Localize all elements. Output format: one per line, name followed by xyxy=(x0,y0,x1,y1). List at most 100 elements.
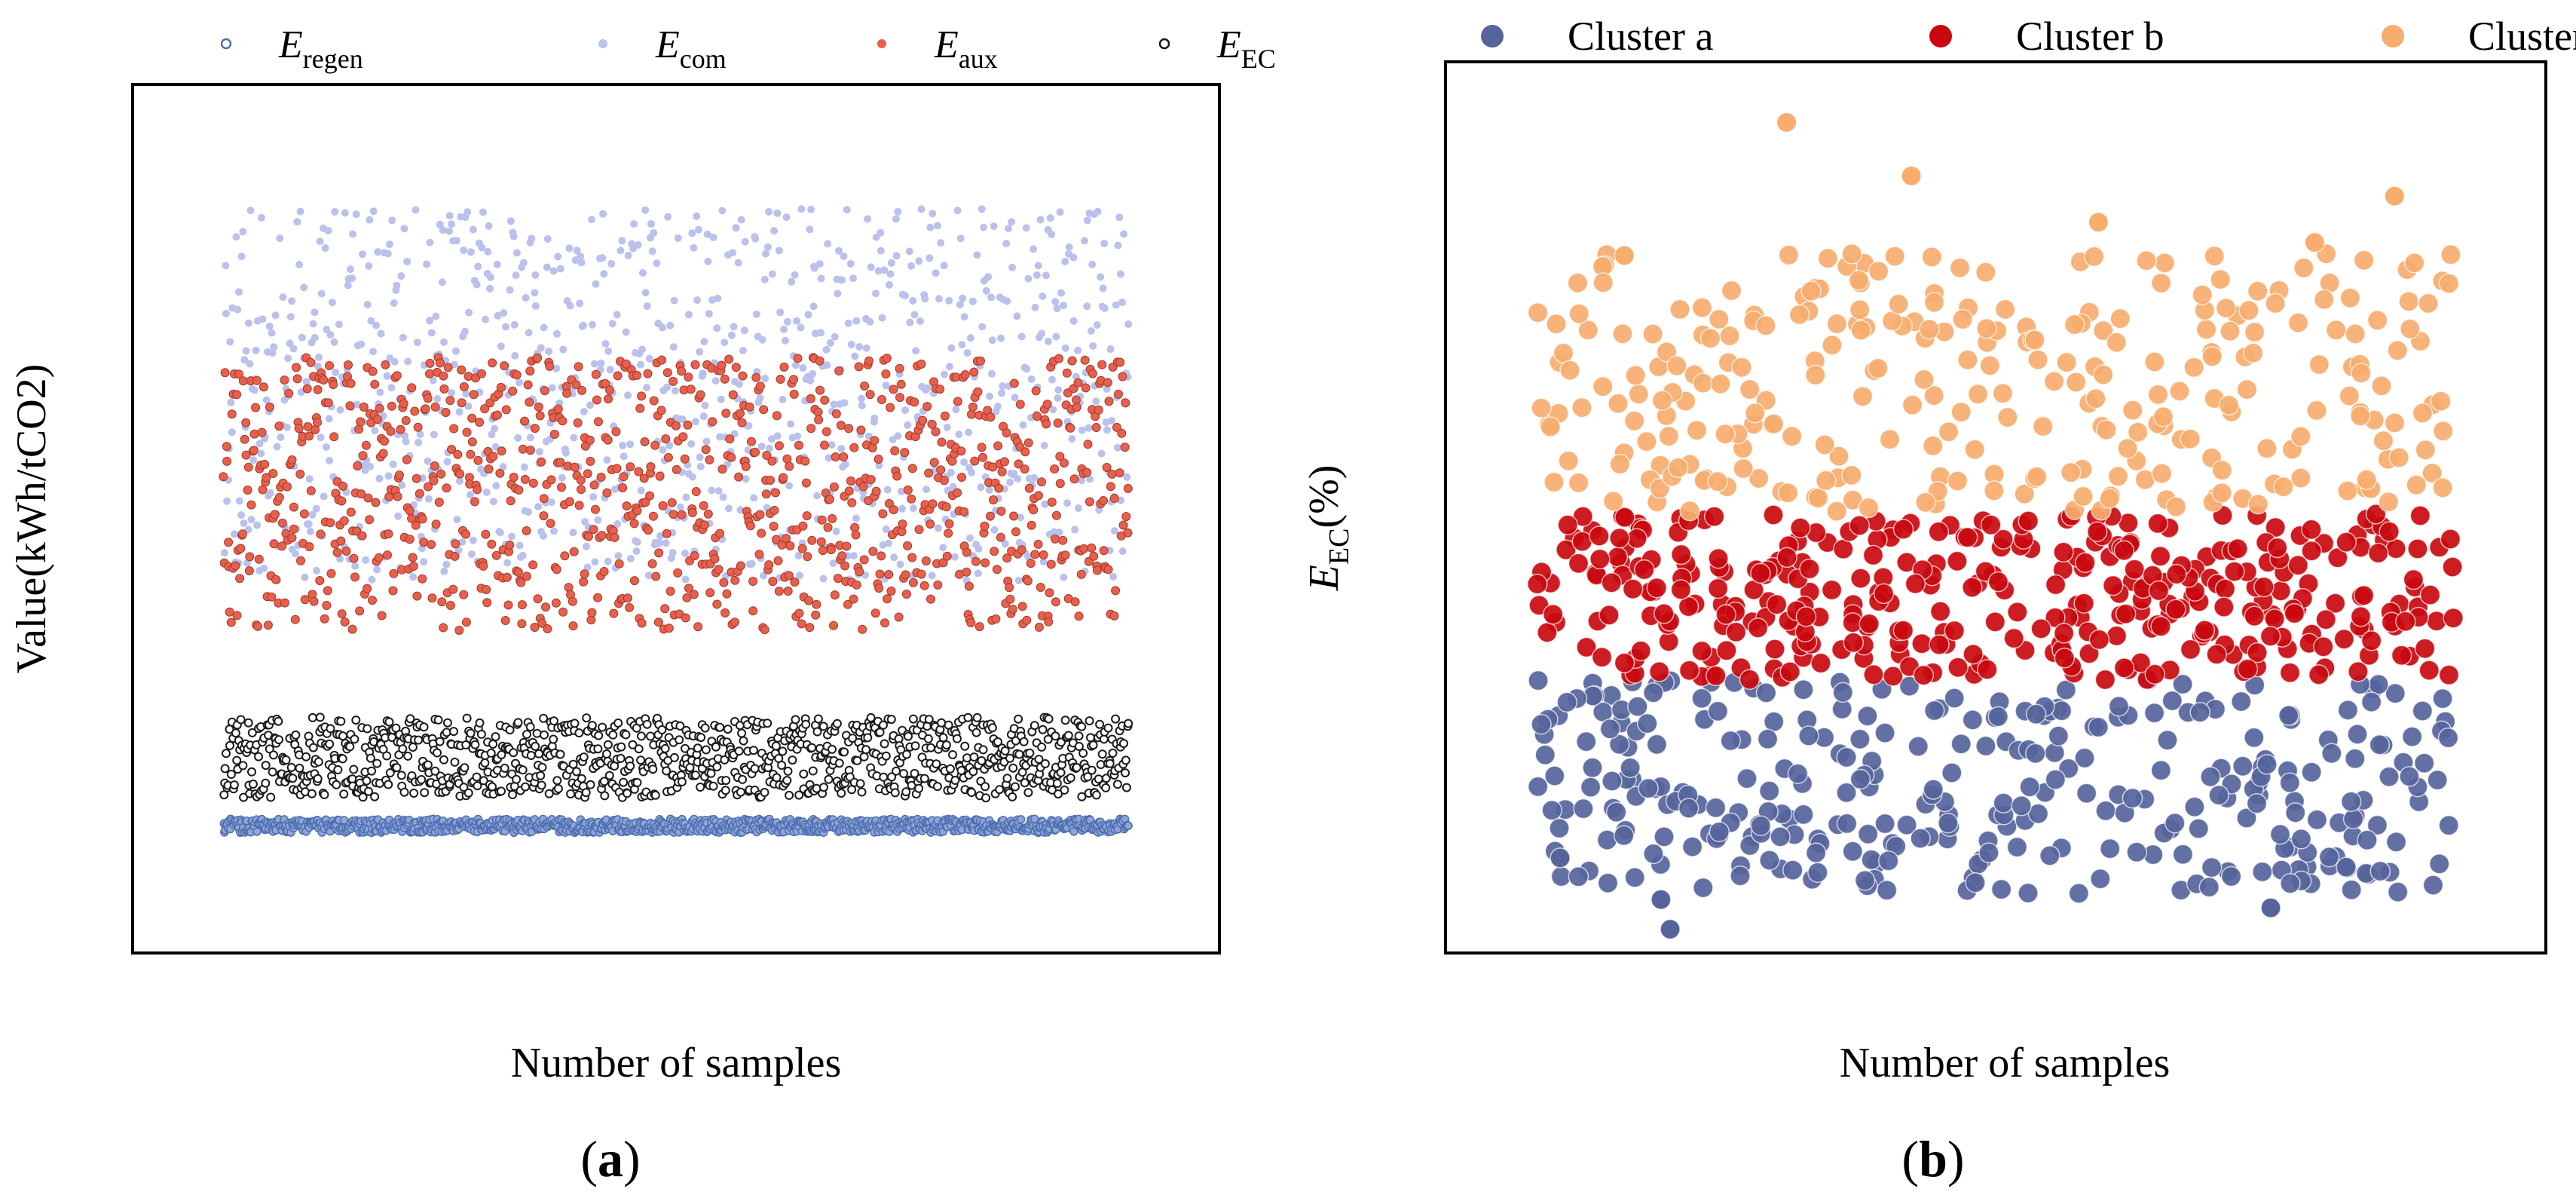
panel-b-point-cluster_a xyxy=(1599,719,1621,740)
panel-a-point-com xyxy=(308,510,317,519)
panel-a-point-ec xyxy=(1066,773,1075,783)
panel-a-point-aux xyxy=(914,525,924,535)
panel-a-point-ec xyxy=(512,774,522,784)
panel-a-point-aux xyxy=(839,452,849,461)
panel-b-point-cluster_a xyxy=(1770,826,1791,847)
panel-b-point-cluster_b xyxy=(1763,504,1784,525)
panel-a-point-ec xyxy=(366,753,375,763)
panel-a-point-com xyxy=(249,456,258,464)
panel-a-point-aux xyxy=(1073,378,1083,388)
panel-a-point-aux xyxy=(936,465,946,475)
panel-a-point-aux xyxy=(665,587,675,596)
panel-a-point-ec xyxy=(521,782,530,792)
panel-a-point-ec xyxy=(599,777,609,786)
panel-a-point-aux xyxy=(754,550,764,559)
panel-a-point-com xyxy=(877,228,885,237)
panel-a-point-ec xyxy=(892,766,901,776)
panel-a-point-ec xyxy=(1124,719,1134,728)
panel-b-point-cluster_b xyxy=(2287,554,2309,576)
panel-b-point-cluster_c xyxy=(2398,291,2419,312)
panel-b-point-cluster_a xyxy=(1874,813,1895,835)
panel-b-point-cluster_b xyxy=(1739,669,1761,690)
panel-a-point-ec xyxy=(840,747,849,757)
panel-a-point-com xyxy=(235,288,243,296)
panel-a-point-com xyxy=(257,449,265,458)
panel-a-point-ec xyxy=(450,757,460,767)
panel-a-point-com xyxy=(438,278,446,286)
panel-a-point-aux xyxy=(475,418,485,427)
panel-a-point-aux xyxy=(1109,494,1119,503)
panel-b-point-cluster_a xyxy=(1782,859,1804,881)
panel-b-point-cluster_a xyxy=(2401,726,2423,747)
panel-b-point-cluster_a xyxy=(1709,821,1730,843)
panel-b-point-cluster_a xyxy=(1962,709,1984,731)
panel-a-point-ec xyxy=(1121,755,1130,765)
panel-a-point-aux xyxy=(708,417,717,427)
panel-b-point-cluster_b xyxy=(1601,572,1623,593)
panel-a-point-aux xyxy=(277,541,287,551)
panel-b-point-cluster_a xyxy=(2074,747,2095,769)
panel-a-point-com xyxy=(614,552,623,560)
panel-a-point-aux xyxy=(1030,550,1040,559)
panel-a-point-com xyxy=(837,445,846,453)
panel-b-point-cluster_c xyxy=(2117,437,2138,459)
panel-a-point-com xyxy=(656,532,665,540)
panel-a-point-ec xyxy=(937,718,947,728)
panel-b-point-cluster_c xyxy=(2014,483,2035,504)
panel-b-point-cluster_b xyxy=(2353,584,2375,606)
panel-a-point-com xyxy=(426,317,434,325)
panel-a-point-com xyxy=(879,541,887,549)
panel-a-point-aux xyxy=(448,584,458,594)
panel-a-legend-marker-com xyxy=(598,39,607,48)
panel-a-point-com xyxy=(493,260,501,268)
panel-a-point-com xyxy=(1071,525,1079,534)
panel-a-point-aux xyxy=(850,522,860,532)
panel-a-point-com xyxy=(607,259,616,268)
panel-a-point-aux xyxy=(296,556,305,565)
panel-a-point-com xyxy=(664,213,672,221)
panel-a-points xyxy=(219,205,1134,838)
panel-a-point-com xyxy=(362,556,370,564)
panel-a-point-aux xyxy=(790,578,800,587)
panel-b-point-cluster_a xyxy=(1678,798,1699,819)
panel-a-point-ec xyxy=(532,728,542,738)
panel-a-x-axis-label: Number of samples xyxy=(511,1040,842,1086)
panel-b-point-cluster_c xyxy=(1651,390,1673,411)
panel-a-point-aux xyxy=(473,455,483,465)
panel-b-point-cluster_a xyxy=(2244,727,2265,749)
panel-a-point-com xyxy=(796,571,803,580)
panel-a-point-ec xyxy=(295,763,304,773)
panel-a-point-com xyxy=(499,463,507,471)
panel-b-point-cluster_a xyxy=(2306,809,2328,831)
panel-a-point-com xyxy=(386,241,393,249)
panel-a-point-aux xyxy=(558,607,568,617)
panel-a-point-com xyxy=(776,308,785,317)
panel-a-point-aux xyxy=(993,441,1003,451)
panel-a-point-aux xyxy=(677,366,687,376)
panel-a-point-ec xyxy=(220,764,230,774)
panel-a-point-com xyxy=(288,297,296,305)
panel-a-point-aux xyxy=(797,619,806,629)
panel-a-point-com xyxy=(270,343,278,351)
panel-a-point-aux xyxy=(530,424,540,434)
panel-b-point-cluster_c xyxy=(1884,246,1905,267)
panel-a-point-com xyxy=(1054,394,1062,402)
panel-b-point-cluster_c xyxy=(2073,486,2094,507)
panel-a-point-aux xyxy=(336,536,346,546)
panel-a-point-ec xyxy=(491,732,500,742)
panel-a-point-com xyxy=(688,473,696,481)
panel-a-point-com xyxy=(473,280,481,289)
panel-a-point-com xyxy=(973,251,981,259)
panel-a-point-com xyxy=(939,544,947,552)
panel-a-point-com xyxy=(540,323,548,332)
panel-b-point-cluster_a xyxy=(1836,813,1858,835)
panel-a-point-ec xyxy=(956,765,966,775)
panel-a-point-com xyxy=(988,336,996,345)
panel-b-point-cluster_c xyxy=(2406,474,2427,495)
panel-a-point-aux xyxy=(363,584,372,593)
panel-a-point-com xyxy=(326,331,335,339)
panel-b-point-cluster_c xyxy=(2339,385,2360,406)
panel-a-point-com xyxy=(547,498,555,506)
panel-a-point-aux xyxy=(856,425,866,435)
panel-a-point-ec xyxy=(837,789,846,798)
